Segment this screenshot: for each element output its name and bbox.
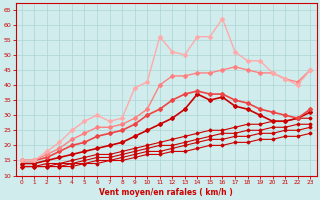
X-axis label: Vent moyen/en rafales ( km/h ): Vent moyen/en rafales ( km/h ): [99, 188, 233, 197]
